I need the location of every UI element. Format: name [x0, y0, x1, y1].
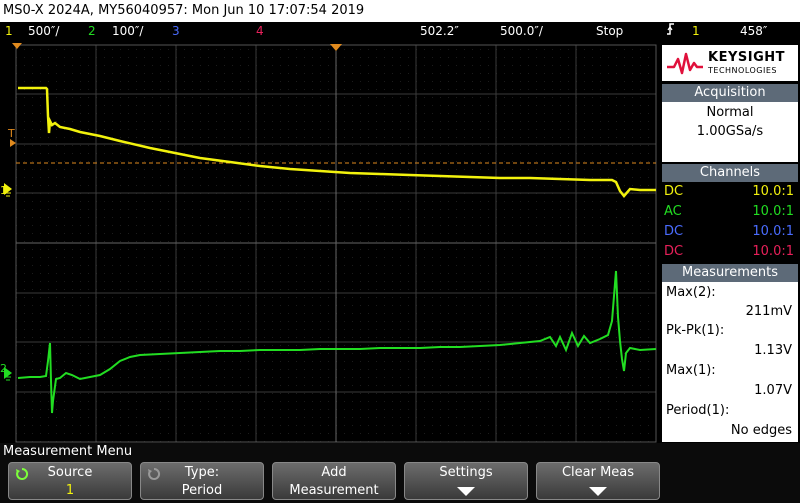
trigger-edge-icon [666, 22, 676, 42]
meas-label-1: Max(2): [666, 285, 716, 300]
keysight-wave-icon [667, 52, 703, 75]
submenu-arrow-icon [457, 487, 475, 496]
ch3-number[interactable]: 3 [172, 24, 180, 38]
channels-body: DC 10.0:1 AC 10.0:1 DC 10.0:1 DC 10.0:1 [662, 182, 798, 262]
submenu-arrow-icon [589, 487, 607, 496]
keysight-logo: KEYSIGHT TECHNOLOGIES [662, 45, 798, 81]
meas-value-4: No edges [730, 423, 792, 438]
acquisition-rate: 1.00GSa/s [696, 124, 764, 139]
clear-meas-softkey[interactable]: Clear Meas [536, 462, 660, 500]
trigger-level[interactable]: 458″ [740, 24, 768, 38]
channel-row-3[interactable]: DC 10.0:1 [664, 224, 794, 239]
measurements-body: Max(2): 211mV Pk-Pk(1): 1.13V Max(1): 1.… [662, 282, 798, 442]
trigger-source[interactable]: 1 [692, 24, 700, 38]
channels-header[interactable]: Channels [662, 164, 798, 182]
delay-value[interactable]: 502.2″ [420, 24, 459, 38]
meas-label-2: Pk-Pk(1): [666, 323, 725, 338]
meas-value-3: 1.07V [754, 383, 792, 398]
channel-row-4[interactable]: DC 10.0:1 [664, 244, 794, 259]
ch1-number[interactable]: 1 [5, 24, 13, 38]
waveform-svg [4, 43, 657, 443]
ch2-ground-marker [4, 367, 12, 381]
settings-softkey[interactable]: Settings [404, 462, 528, 500]
channel-row-2[interactable]: AC 10.0:1 [664, 204, 794, 219]
rotate-knob-icon [148, 467, 161, 480]
ch1-scale[interactable]: 500″/ [28, 24, 60, 38]
ch2-waveform [17, 270, 657, 414]
ch2-scale[interactable]: 100″/ [112, 24, 144, 38]
timebase-value[interactable]: 500.0″/ [500, 24, 543, 38]
add-measurement-softkey[interactable]: Add Measurement [272, 462, 396, 500]
status-bar: 1 500″/ 2 100″/ 3 4 502.2″ 500.0″/ Stop … [0, 22, 800, 41]
ch2-marker-label: 2 [0, 362, 7, 375]
waveform-display[interactable]: T 1 2 [0, 41, 660, 443]
softkey-menu-bar [0, 443, 800, 503]
acquisition-header[interactable]: Acquisition [662, 84, 798, 102]
trigger-label: T [8, 127, 15, 140]
channel-row-1[interactable]: DC 10.0:1 [664, 184, 794, 199]
ch4-number[interactable]: 4 [256, 24, 264, 38]
ch1-ground-marker [4, 183, 12, 197]
meas-value-2: 1.13V [754, 343, 792, 358]
source-softkey[interactable]: Source 1 [8, 462, 132, 500]
rotate-knob-icon [16, 467, 29, 480]
menu-title: Measurement Menu [3, 444, 133, 459]
trigger-level-arrow [10, 139, 16, 147]
ch1-waveform [18, 86, 656, 198]
left-delay-marker [12, 43, 22, 49]
brand-name: KEYSIGHT [708, 50, 785, 65]
measurements-header[interactable]: Measurements [662, 264, 798, 282]
acquisition-mode: Normal [706, 105, 754, 120]
meas-label-4: Period(1): [666, 403, 730, 418]
acquisition-body: Normal 1.00GSa/s [662, 102, 798, 162]
brand-subtitle: TECHNOLOGIES [708, 66, 777, 75]
trigger-position-marker [330, 44, 342, 51]
meas-label-3: Max(1): [666, 363, 716, 378]
title-bar: MS0-X 2024A, MY56040957: Mon Jun 10 17:0… [0, 0, 800, 22]
ch2-number[interactable]: 2 [88, 24, 96, 38]
run-state: Stop [596, 24, 624, 38]
meas-value-1: 211mV [745, 304, 792, 319]
type-softkey[interactable]: Type: Period [140, 462, 264, 500]
ch1-marker-label: 1 [0, 184, 7, 197]
